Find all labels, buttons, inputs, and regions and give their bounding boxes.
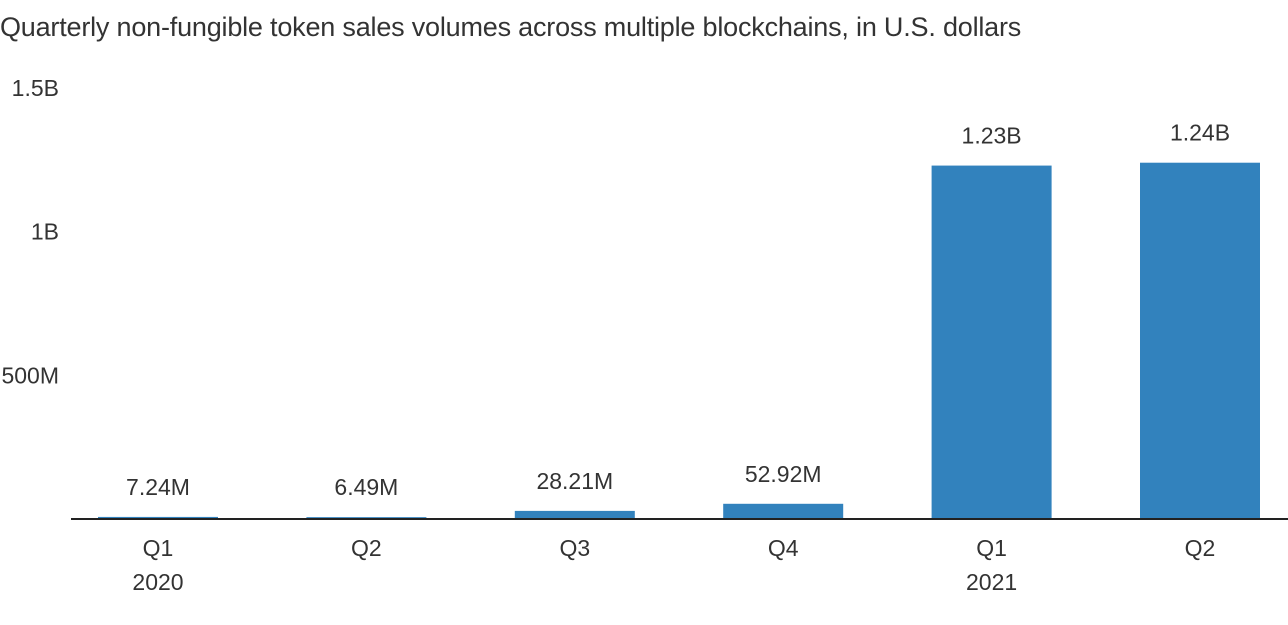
bar-value-label: 1.24B <box>1170 120 1230 146</box>
y-tick-label: 500M <box>1 362 59 388</box>
x-tick-label: Q1 <box>976 535 1007 561</box>
bar <box>514 510 635 519</box>
chart-title: Quarterly non-fungible token sales volum… <box>0 12 1022 42</box>
bar <box>931 165 1052 519</box>
bar <box>98 516 218 519</box>
bar-value-label: 28.21M <box>536 468 613 494</box>
bar <box>1140 162 1260 519</box>
bar-value-label: 6.49M <box>334 474 398 500</box>
x-year-label: 2020 <box>132 569 183 595</box>
bar-value-label: 7.24M <box>126 474 190 500</box>
bar-value-label: 52.92M <box>745 461 822 487</box>
y-axis: 500M 1B 1.5B <box>1 75 59 388</box>
x-tick-label: Q4 <box>768 535 799 561</box>
bars <box>98 162 1260 519</box>
value-labels: 7.24M 6.49M 28.21M 52.92M 1.23B 1.24B <box>126 120 1230 500</box>
x-tick-label: Q3 <box>559 535 590 561</box>
bar-value-label: 1.23B <box>962 123 1022 149</box>
x-axis: Q1 2020 Q2 Q3 Q4 Q1 2021 Q2 <box>132 535 1215 595</box>
x-tick-label: Q2 <box>1185 535 1216 561</box>
bar <box>723 503 844 519</box>
x-year-label: 2021 <box>966 569 1017 595</box>
y-tick-label: 1B <box>31 219 59 245</box>
x-tick-label: Q1 <box>143 535 174 561</box>
y-tick-label: 1.5B <box>12 75 59 101</box>
x-tick-label: Q2 <box>351 535 382 561</box>
